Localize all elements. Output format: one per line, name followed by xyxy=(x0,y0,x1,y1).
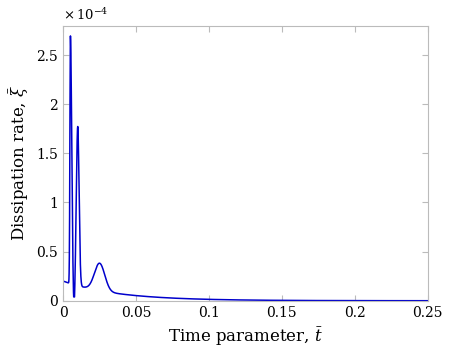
Y-axis label: Dissipation rate, $\bar{\xi}$: Dissipation rate, $\bar{\xi}$ xyxy=(7,85,31,241)
Text: $\times\,10^{-4}$: $\times\,10^{-4}$ xyxy=(63,7,108,23)
X-axis label: Time parameter, $\bar{t}$: Time parameter, $\bar{t}$ xyxy=(168,325,323,348)
